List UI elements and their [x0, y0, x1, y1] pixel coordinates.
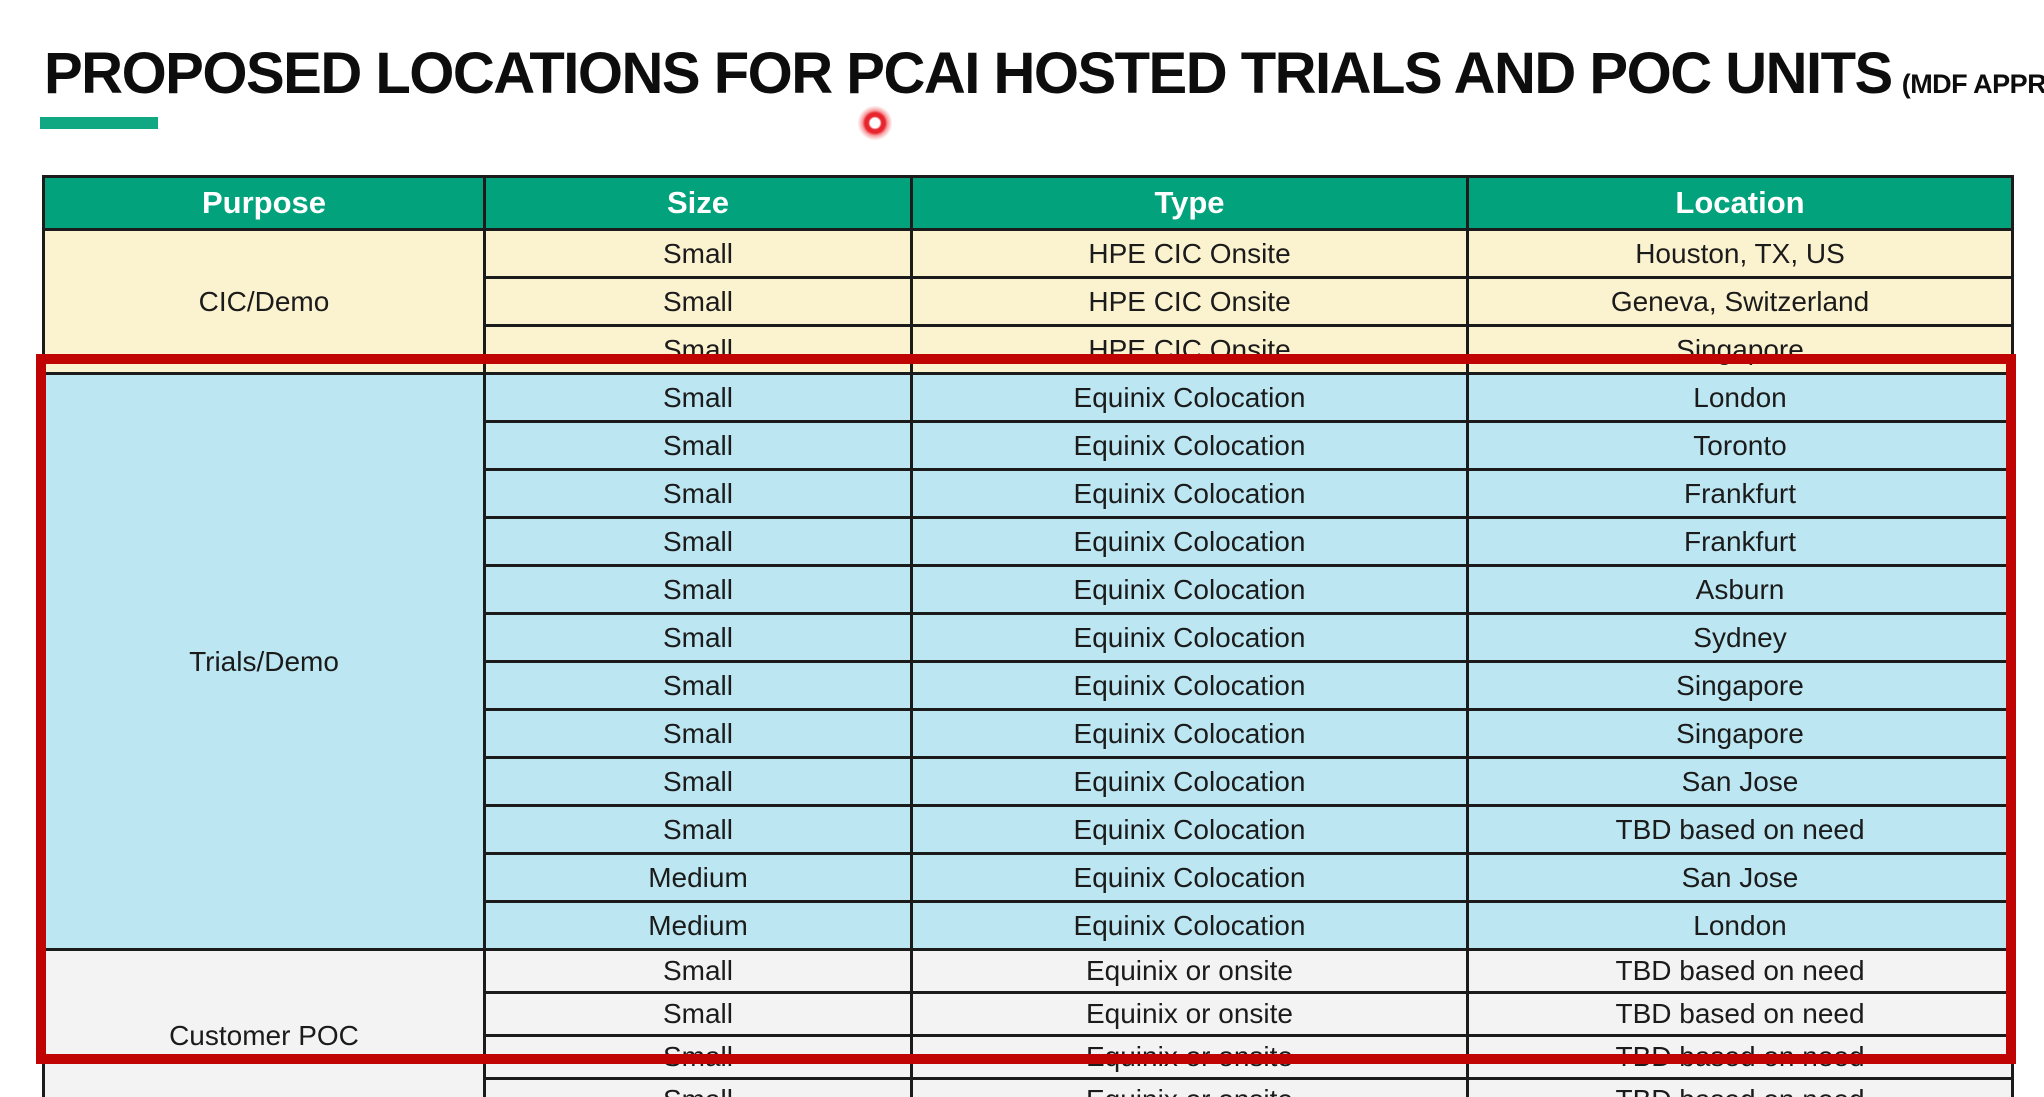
purpose-cell: Customer POC	[42, 948, 486, 1097]
purpose-cell: Trials/Demo	[42, 372, 486, 951]
column-header-type: Type	[910, 175, 1469, 231]
location-cell: Asburn	[1466, 564, 2014, 615]
table-row: Small Equinix Colocation Frankfurt	[44, 468, 2014, 519]
table-row: Small HPE CIC Onsite Geneva, Switzerland	[44, 276, 2014, 327]
size-cell: Small	[483, 516, 913, 567]
table-header-row: Purpose Size Type Location	[42, 175, 2014, 231]
column-header-size: Size	[483, 175, 913, 231]
type-cell: Equinix Colocation	[910, 516, 1469, 567]
column-header-location: Location	[1466, 175, 2014, 231]
location-cell: TBD based on need	[1466, 991, 2014, 1037]
type-cell: Equinix Colocation	[910, 564, 1469, 615]
title-underline-bar	[40, 117, 158, 129]
type-cell: Equinix Colocation	[910, 852, 1469, 903]
location-cell: Frankfurt	[1466, 468, 2014, 519]
table-row: Medium Equinix Colocation San Jose	[44, 852, 2014, 903]
table-row: Small Equinix Colocation San Jose	[44, 756, 2014, 807]
table-row: Trials/Demo Small Equinix Colocation London	[42, 372, 2014, 951]
type-cell: Equinix Colocation	[910, 708, 1469, 759]
type-cell: Equinix or onsite	[910, 991, 1469, 1037]
location-cell: London	[1466, 372, 2014, 423]
purpose-cell: CIC/Demo	[42, 228, 486, 375]
table-row: Small Equinix Colocation Frankfurt	[44, 516, 2014, 567]
table-row: Small Equinix Colocation Asburn	[44, 564, 2014, 615]
type-cell: Equinix Colocation	[910, 756, 1469, 807]
table-header: Purpose Size Type Location	[42, 175, 2014, 231]
table-row: Small Equinix Colocation Toronto	[44, 420, 2014, 471]
size-cell: Small	[483, 948, 913, 994]
type-cell: Equinix Colocation	[910, 660, 1469, 711]
size-cell: Small	[483, 991, 913, 1037]
size-cell: Small	[483, 612, 913, 663]
location-cell: San Jose	[1466, 852, 2014, 903]
location-cell: Houston, TX, US	[1466, 228, 2014, 279]
table-row: Small Equinix Colocation Singapore	[44, 660, 2014, 711]
location-cell: TBD based on need	[1466, 1077, 2014, 1097]
location-cell: London	[1466, 900, 2014, 951]
size-cell: Small	[483, 420, 913, 471]
type-cell: Equinix Colocation	[910, 900, 1469, 951]
column-header-purpose: Purpose	[42, 175, 486, 231]
type-cell: Equinix Colocation	[910, 420, 1469, 471]
location-cell: Singapore	[1466, 708, 2014, 759]
size-cell: Small	[483, 660, 913, 711]
table-body: CIC/Demo Small HPE CIC Onsite Houston, TX, …	[42, 228, 2014, 1097]
size-cell: Small	[483, 468, 913, 519]
location-cell: TBD based on need	[1466, 804, 2014, 855]
size-cell: Small	[483, 708, 913, 759]
page-title: PROPOSED LOCATIONS FOR PCAI HOSTED TRIAL…	[44, 40, 2044, 107]
type-cell: Equinix or onsite	[910, 1034, 1469, 1080]
location-cell: Toronto	[1466, 420, 2014, 471]
type-cell: HPE CIC Onsite	[910, 228, 1469, 279]
table-row: Small Equinix Colocation Sydney	[44, 612, 2014, 663]
type-cell: Equinix Colocation	[910, 804, 1469, 855]
type-cell: Equinix or onsite	[910, 1077, 1469, 1097]
size-cell: Medium	[483, 900, 913, 951]
size-cell: Small	[483, 564, 913, 615]
table-row: Small Equinix Colocation TBD based on need	[44, 804, 2014, 855]
type-cell: Equinix Colocation	[910, 468, 1469, 519]
table-row: CIC/Demo Small HPE CIC Onsite Houston, TX, …	[42, 228, 2014, 375]
type-cell: Equinix or onsite	[910, 948, 1469, 994]
location-cell: Singapore	[1466, 324, 2014, 375]
laser-pointer-dot	[858, 106, 892, 140]
location-cell: Sydney	[1466, 612, 2014, 663]
size-cell: Small	[483, 228, 913, 279]
location-cell: Singapore	[1466, 660, 2014, 711]
table-row: Medium Equinix Colocation London	[44, 900, 2014, 951]
size-cell: Medium	[483, 852, 913, 903]
location-cell: San Jose	[1466, 756, 2014, 807]
size-cell: Small	[483, 1077, 913, 1097]
size-cell: Small	[483, 276, 913, 327]
size-cell: Small	[483, 1034, 913, 1080]
page-title-text: PROPOSED LOCATIONS FOR PCAI HOSTED TRIAL…	[44, 41, 1893, 106]
size-cell: Small	[483, 804, 913, 855]
size-cell: Small	[483, 756, 913, 807]
location-cell: TBD based on need	[1466, 1034, 2014, 1080]
type-cell: HPE CIC Onsite	[910, 276, 1469, 327]
locations-table: Purpose Size Type Location CIC/Demo Small HPE…	[42, 175, 2014, 1097]
type-cell: Equinix Colocation	[910, 372, 1469, 423]
type-cell: Equinix Colocation	[910, 612, 1469, 663]
table-row: Small Equinix Colocation Singapore	[44, 708, 2014, 759]
size-cell: Small	[483, 324, 913, 375]
size-cell: Small	[483, 372, 913, 423]
page-title-suffix: (MDF APPROVED)	[1901, 69, 2044, 99]
location-cell: TBD based on need	[1466, 948, 2014, 994]
location-cell: Geneva, Switzerland	[1466, 276, 2014, 327]
type-cell: HPE CIC Onsite	[910, 324, 1469, 375]
table-row: Customer POC Small Equinix or onsite TBD ba…	[42, 948, 2014, 1097]
location-cell: Frankfurt	[1466, 516, 2014, 567]
